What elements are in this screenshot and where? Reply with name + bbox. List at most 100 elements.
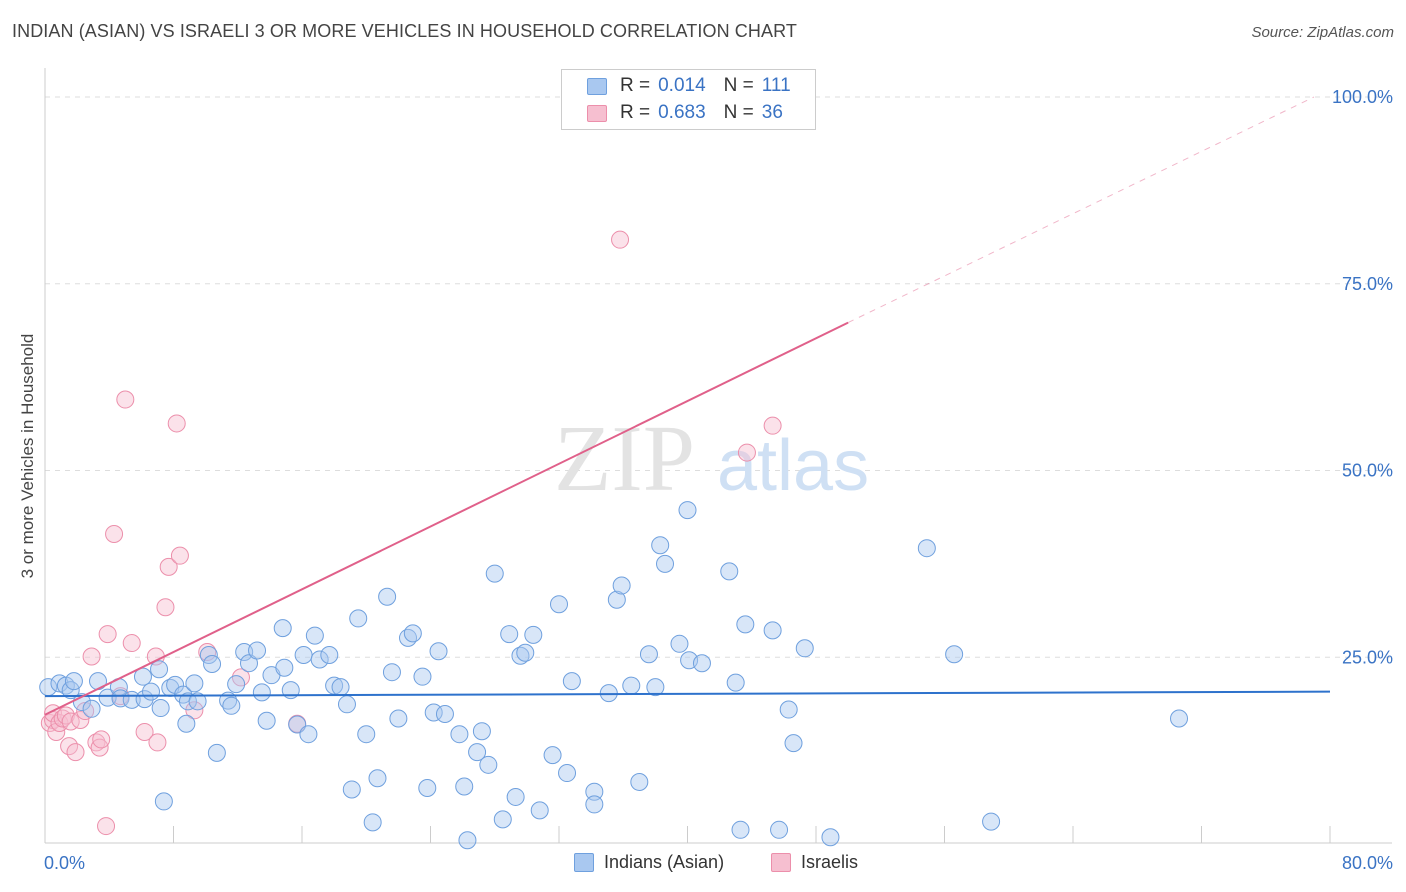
indians-point: [736, 615, 755, 634]
indians-point: [550, 595, 568, 614]
indians-point: [500, 625, 519, 644]
indians-point: [257, 711, 276, 730]
indians-point: [151, 699, 170, 718]
israelis-point: [116, 390, 135, 409]
indians-point: [630, 772, 649, 791]
indians-point: [784, 734, 803, 753]
israelis-point: [611, 230, 630, 249]
legend-n-label: N =: [723, 102, 754, 123]
israelis-trend-extension: [847, 96, 1315, 324]
indians-point: [368, 769, 387, 788]
indians-point: [363, 813, 382, 832]
indians-point: [294, 646, 313, 665]
watermark-atlas: atlas: [717, 426, 869, 506]
indians-point: [82, 699, 101, 718]
legend-item-indians: Indians (Asian): [574, 852, 724, 873]
x-tick-label: 0.0%: [44, 853, 85, 873]
x-tick-label: 80.0%: [1342, 853, 1393, 873]
legend-r-value: 0.014: [658, 75, 706, 96]
indians-point: [133, 667, 152, 686]
chart-title: INDIAN (ASIAN) VS ISRAELI 3 OR MORE VEHI…: [12, 21, 797, 41]
israelis-point: [87, 733, 106, 752]
israelis-point: [198, 643, 217, 662]
legend-row-israelis: R = 0.683 N = 36: [587, 101, 801, 125]
indians-point: [331, 678, 350, 697]
indians-point: [639, 645, 658, 664]
indians-point: [450, 725, 469, 744]
indians-point: [382, 663, 401, 682]
indians-point: [455, 777, 474, 796]
legend-n-value: 36: [761, 102, 783, 123]
indians-point: [558, 764, 577, 783]
indians-point: [177, 714, 196, 733]
israelis-point: [61, 712, 80, 731]
indians-point: [178, 692, 197, 711]
israelis-point: [56, 706, 75, 725]
indians-point: [485, 564, 504, 583]
watermark: ZIP atlas: [554, 407, 869, 511]
indians-point: [646, 678, 665, 697]
legend-r-label: R =: [620, 75, 651, 96]
legend-label-indians: Indians (Asian): [604, 852, 725, 872]
watermark-zip: ZIP: [554, 407, 695, 511]
indians-point: [530, 801, 549, 820]
indians-point: [203, 654, 222, 673]
israelis-point: [763, 416, 782, 435]
indians-point: [692, 654, 711, 673]
indians-point: [239, 654, 258, 673]
indians-trend-line: [44, 690, 1331, 698]
indians-point: [468, 743, 487, 762]
y-tick-label: 100.0%: [1332, 87, 1393, 107]
indians-point: [142, 682, 161, 701]
legend-r-value: 0.683: [658, 102, 706, 123]
indians-point: [506, 787, 525, 806]
indians-point: [585, 795, 604, 814]
indians-points: [39, 501, 1189, 850]
indians-point: [111, 689, 130, 708]
indians-point: [670, 634, 689, 653]
indians-point: [720, 562, 739, 581]
indians-point: [252, 683, 271, 702]
legend-swatch-blue: [574, 853, 594, 872]
indians-point: [779, 700, 798, 719]
indians-point: [678, 501, 697, 520]
legend-item-israelis: Israelis: [771, 852, 858, 873]
indians-point: [185, 674, 204, 693]
indians-point: [275, 658, 294, 677]
israelis-point: [148, 733, 167, 752]
israelis-point: [71, 710, 90, 729]
indians-point: [982, 812, 1001, 831]
indians-point: [389, 709, 408, 728]
indians-point: [607, 590, 626, 609]
indians-point: [524, 625, 543, 644]
israelis-point: [97, 817, 116, 836]
israelis-point: [66, 743, 85, 762]
israelis-point: [159, 557, 178, 576]
indians-point: [472, 722, 491, 741]
indians-point: [435, 705, 454, 724]
indians-point: [310, 650, 329, 669]
indians-point: [349, 609, 368, 628]
indians-point: [273, 619, 292, 638]
legend-n-label: N =: [723, 75, 754, 96]
indians-point: [357, 725, 376, 744]
y-tick-label: 50.0%: [1342, 461, 1393, 481]
indians-point: [917, 539, 936, 558]
indians-point: [89, 672, 108, 691]
israelis-points: [40, 230, 782, 836]
legend-label-israelis: Israelis: [801, 852, 859, 872]
indians-point: [413, 667, 432, 686]
indians-point: [342, 780, 361, 799]
indians-point: [516, 643, 535, 662]
legend-n-value: 111: [761, 75, 791, 96]
indians-point: [418, 778, 437, 797]
israelis-point: [82, 647, 101, 666]
indians-point: [599, 684, 618, 703]
indians-point: [337, 695, 356, 714]
indians-point: [64, 672, 83, 691]
indians-point: [227, 675, 246, 694]
indians-point: [1170, 709, 1189, 728]
israelis-point: [167, 414, 186, 433]
indians-point: [403, 624, 422, 643]
